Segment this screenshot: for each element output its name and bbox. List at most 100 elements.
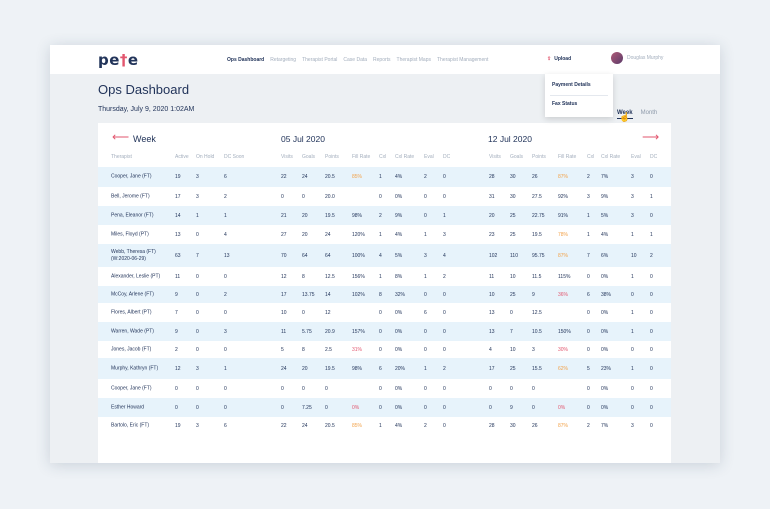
- table-row[interactable]: Pena, Eleanor (FT) 14 1 1 21 20 19.5 98% 2 9% 0 1 20…: [98, 206, 671, 225]
- table-cell: 0: [650, 404, 653, 411]
- user-name: Douglas Murphy: [627, 55, 664, 61]
- next-week-arrow-icon[interactable]: ⟶: [642, 130, 660, 144]
- column-header[interactable]: Eval: [424, 154, 434, 160]
- table-cell: 13.75: [302, 291, 315, 298]
- toggle-week[interactable]: Week: [617, 110, 633, 119]
- therapist-name[interactable]: Cooper, Jane (FT): [111, 173, 152, 180]
- table-cell: 7: [587, 252, 590, 259]
- therapist-name[interactable]: Pena, Eleanor (FT): [111, 212, 154, 218]
- column-header[interactable]: Fill Rate: [352, 154, 371, 160]
- table-cell: 0%: [601, 328, 609, 335]
- nav-therapist-portal[interactable]: Therapist Portal: [302, 56, 338, 63]
- table-cell: 20: [302, 365, 308, 372]
- column-header[interactable]: Cxl Rate: [601, 154, 621, 160]
- table-cell: 22.75: [532, 212, 545, 219]
- column-header[interactable]: Points: [532, 154, 546, 160]
- prev-week-arrow-icon[interactable]: ⟵: [112, 130, 130, 144]
- column-header[interactable]: DC: [650, 154, 658, 160]
- table-cell: 0: [196, 328, 199, 335]
- table-row[interactable]: Warren, Wade (PT) 9 0 3 11 5.75 20.9 157% 0 0% 0 0 1…: [98, 322, 671, 341]
- nav-therapist-management[interactable]: Therapist Management: [437, 56, 489, 63]
- column-header[interactable]: Visits: [281, 154, 293, 160]
- table-row[interactable]: Cooper, Jane (FT) 19 3 6 22 24 20.5 85% 1 4% 2 0 28 3…: [98, 167, 671, 187]
- table-row[interactable]: Miles, Floyd (PT) 13 0 4 27 20 24 120% 1 4% 1 3 23 25…: [98, 225, 671, 244]
- table-cell: 3: [196, 193, 199, 200]
- table-cell: 4: [489, 346, 492, 353]
- column-header[interactable]: Active: [175, 154, 189, 160]
- therapist-name[interactable]: Esther Howard: [111, 404, 145, 410]
- pete-logo[interactable]: pe†e: [98, 51, 139, 69]
- column-header[interactable]: Cxl: [379, 154, 387, 160]
- column-header[interactable]: Visits: [489, 154, 501, 160]
- user-menu[interactable]: Douglas Murphy: [611, 52, 663, 64]
- table-row[interactable]: Flores, Albert (PT) 7 0 0 10 0 12 0 0% 6 0 13 0 12.5 0…: [98, 303, 671, 322]
- table-cell: 0: [587, 346, 590, 353]
- toggle-month[interactable]: Month: [640, 110, 658, 116]
- column-header[interactable]: Cxl: [587, 154, 595, 160]
- therapist-name[interactable]: Bell, Jerome (FT): [111, 193, 150, 199]
- table-cell: 6: [224, 422, 227, 429]
- nav-reports[interactable]: Reports: [373, 56, 391, 63]
- table-cell: 0: [196, 291, 199, 298]
- table-row[interactable]: Bell, Jerome (FT) 17 3 2 0 0 20.0 0 0% 0 0 31 30 27.5…: [98, 187, 671, 206]
- therapist-name[interactable]: Flores, Albert (PT): [111, 309, 152, 315]
- therapist-name[interactable]: Webb, Theresa (FT) (W:2020-06-29): [111, 248, 156, 262]
- table-cell: 2: [650, 252, 653, 259]
- table-cell: 85%: [352, 422, 363, 429]
- table-row[interactable]: Bartolo, Eric (FT) 19 3 6 22 24 20.5 85% 1 4% 2 0 28…: [98, 417, 671, 434]
- table-cell: 0: [650, 291, 653, 298]
- table-cell: 0%: [395, 193, 403, 200]
- menu-item-payment-details[interactable]: Payment Details: [552, 82, 591, 88]
- nav-case-data[interactable]: Case Data: [343, 56, 368, 63]
- upload-button[interactable]: ⇪ Upload: [547, 56, 571, 62]
- table-cell: 2: [424, 174, 427, 180]
- table-cell: 20.5: [325, 422, 335, 429]
- column-header[interactable]: DC Soon: [224, 154, 245, 160]
- table-row[interactable]: Webb, Theresa (FT) (W:2020-06-29) 63 7 13 70…: [98, 244, 671, 267]
- column-header[interactable]: Cxl Rate: [395, 154, 415, 160]
- therapist-name[interactable]: Alexander, Leslie (PT): [111, 273, 161, 279]
- table-cell: 0: [587, 309, 590, 316]
- table-row[interactable]: Alexander, Leslie (PT) 11 0 0 12 8 12.5 156% 1 8%…: [98, 267, 671, 286]
- table-cell: 17: [175, 193, 181, 200]
- table-row[interactable]: Murphy, Kathryn (FT) 12 3 1 24 20 19.5 98% 6 20% 1…: [98, 358, 671, 379]
- table-cell: 0: [424, 346, 427, 353]
- table-cell: 7: [175, 309, 178, 316]
- column-header[interactable]: DC: [443, 154, 451, 160]
- table-cell: 9%: [395, 212, 403, 219]
- table-cell: 1: [196, 212, 199, 219]
- table-header-row: Therapist Active On Hold DC Soon Visits Goals…: [98, 154, 671, 164]
- column-header[interactable]: Goals: [510, 154, 524, 160]
- table-row[interactable]: McCoy, Arlene (FT) 9 0 2 17 13.75 14 102% 8 32% 0 0…: [98, 286, 671, 303]
- table-cell: 20.9: [325, 328, 335, 335]
- table-cell: 3: [424, 252, 427, 259]
- table-cell: 0: [379, 404, 382, 411]
- column-header[interactable]: Goals: [302, 154, 316, 160]
- menu-item-fax-status[interactable]: Fax Status: [552, 101, 578, 107]
- table-cell: 30: [510, 174, 516, 180]
- therapist-name[interactable]: Miles, Floyd (PT): [111, 231, 149, 237]
- column-header[interactable]: Fill Rate: [558, 154, 577, 160]
- therapist-name[interactable]: McCoy, Arlene (FT): [111, 291, 154, 297]
- table-cell: 0: [532, 385, 535, 392]
- column-header[interactable]: Points: [325, 154, 339, 160]
- table-cell: 0: [587, 385, 590, 392]
- nav-therapist-maps[interactable]: Therapist Maps: [396, 56, 431, 63]
- therapist-name[interactable]: Warren, Wade (PT): [111, 328, 154, 334]
- table-cell: 21: [281, 212, 287, 219]
- column-header[interactable]: Eval: [631, 154, 641, 160]
- therapist-name[interactable]: Murphy, Kathryn (FT): [111, 365, 159, 371]
- therapist-name[interactable]: Bartolo, Eric (FT): [111, 422, 150, 428]
- therapist-name[interactable]: Cooper, Jane (FT): [111, 385, 152, 391]
- table-row[interactable]: Esther Howard 0 0 0 0 7.25 0 0% 0 0% 0 0 0 9 0 0% 0 0% 0 0: [98, 398, 671, 417]
- therapist-name[interactable]: Jones, Jacob (FT): [111, 346, 152, 352]
- column-header[interactable]: On Hold: [196, 154, 215, 160]
- table-cell: 1: [424, 273, 427, 280]
- table-cell: 4%: [395, 174, 403, 180]
- table-row[interactable]: Cooper, Jane (FT) 0 0 0 0 0 0 0 0% 0 0 0 0 0 0 0% 0 0: [98, 379, 671, 398]
- table-cell: 27: [281, 231, 287, 238]
- table-row[interactable]: Jones, Jacob (FT) 2 0 0 5 8 2.5 31% 0 0% 0 0 4 10 3 30%…: [98, 341, 671, 358]
- nav-retargeting[interactable]: Retargeting: [270, 56, 297, 63]
- nav-ops-dashboard[interactable]: Ops Dashboard: [227, 56, 265, 63]
- table-cell: 20.0: [325, 193, 335, 200]
